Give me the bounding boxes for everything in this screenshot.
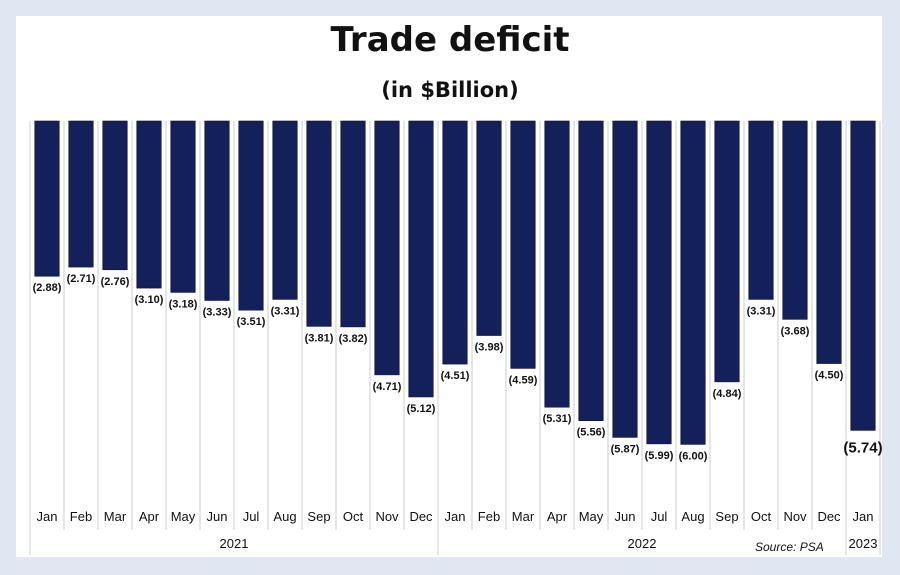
- bar: [816, 120, 842, 364]
- data-label: (3.68): [781, 325, 810, 337]
- bar: [204, 120, 230, 301]
- bar: [578, 120, 604, 421]
- x-tick-label: Jan: [37, 509, 58, 524]
- data-label: (6.00): [679, 450, 708, 462]
- data-label: (4.59): [509, 374, 538, 386]
- year-label: 2022: [628, 536, 657, 551]
- bar: [136, 120, 162, 289]
- x-tick-label: Mar: [512, 509, 535, 524]
- data-label: (5.12): [407, 403, 436, 415]
- bar: [544, 120, 570, 408]
- data-label: (5.99): [645, 450, 674, 462]
- data-label: (5.56): [577, 427, 606, 439]
- data-label: (5.31): [543, 413, 572, 425]
- x-tick-label: Apr: [547, 509, 568, 524]
- x-tick-label: Aug: [273, 509, 296, 524]
- x-tick-label: May: [579, 509, 604, 524]
- chart-title: Trade deficit: [330, 20, 570, 60]
- x-tick-label: Jul: [651, 509, 668, 524]
- bar: [272, 120, 298, 300]
- data-label: (3.33): [203, 306, 232, 318]
- data-label: (3.81): [305, 332, 334, 344]
- bar: [748, 120, 774, 300]
- x-tick-label: Sep: [307, 509, 330, 524]
- bar: [850, 120, 876, 431]
- data-label: (3.51): [237, 316, 266, 328]
- bar: [238, 120, 264, 311]
- bar: [510, 120, 536, 369]
- data-label: (2.71): [67, 273, 96, 285]
- x-tick-label: Oct: [751, 509, 772, 524]
- bar: [170, 120, 196, 293]
- x-tick-label: Dec: [817, 509, 841, 524]
- x-tick-label: Aug: [681, 509, 704, 524]
- data-label: (5.87): [611, 443, 640, 455]
- x-tick-label: Jun: [207, 509, 228, 524]
- x-tick-label: Jan: [445, 509, 466, 524]
- x-tick-label: Jun: [615, 509, 636, 524]
- data-label: (3.82): [339, 333, 368, 345]
- bar: [34, 120, 60, 277]
- x-tick-label: Nov: [783, 509, 807, 524]
- bar: [714, 120, 740, 383]
- x-tick-label: Sep: [715, 509, 738, 524]
- data-label: (3.31): [271, 305, 300, 317]
- x-tick-label: Jan: [853, 509, 874, 524]
- data-label: (4.84): [713, 388, 742, 400]
- bar: [408, 120, 434, 398]
- x-tick-label: Oct: [343, 509, 364, 524]
- bar: [782, 120, 808, 320]
- year-label: 2023: [849, 536, 878, 551]
- data-label: (3.31): [747, 305, 776, 317]
- data-label: (4.50): [815, 370, 844, 382]
- bar: [476, 120, 502, 336]
- x-tick-label: Feb: [70, 509, 92, 524]
- data-label: (4.51): [441, 370, 470, 382]
- source-note: Source: PSA: [755, 540, 824, 554]
- x-tick-label: Apr: [139, 509, 160, 524]
- chart-subtitle: (in $Billion): [381, 78, 519, 102]
- bar: [612, 120, 638, 438]
- data-label: (2.88): [33, 282, 62, 294]
- bar: [306, 120, 332, 327]
- bar: [680, 120, 706, 445]
- year-label: 2021: [220, 536, 249, 551]
- x-tick-label: Mar: [104, 509, 127, 524]
- data-label: (3.98): [475, 342, 504, 354]
- bar: [646, 120, 672, 445]
- data-label: (5.74): [843, 439, 882, 456]
- x-tick-label: Feb: [478, 509, 500, 524]
- data-label: (3.10): [135, 294, 164, 306]
- bar: [68, 120, 94, 268]
- bar: [102, 120, 128, 271]
- bar: [374, 120, 400, 376]
- data-label: (3.18): [169, 298, 198, 310]
- bar: [442, 120, 468, 365]
- data-label: (2.76): [101, 276, 130, 288]
- x-tick-label: Jul: [243, 509, 260, 524]
- data-label: (4.71): [373, 381, 402, 393]
- x-tick-label: May: [171, 509, 196, 524]
- x-tick-label: Dec: [409, 509, 433, 524]
- x-tick-label: Nov: [375, 509, 399, 524]
- bar: [340, 120, 366, 328]
